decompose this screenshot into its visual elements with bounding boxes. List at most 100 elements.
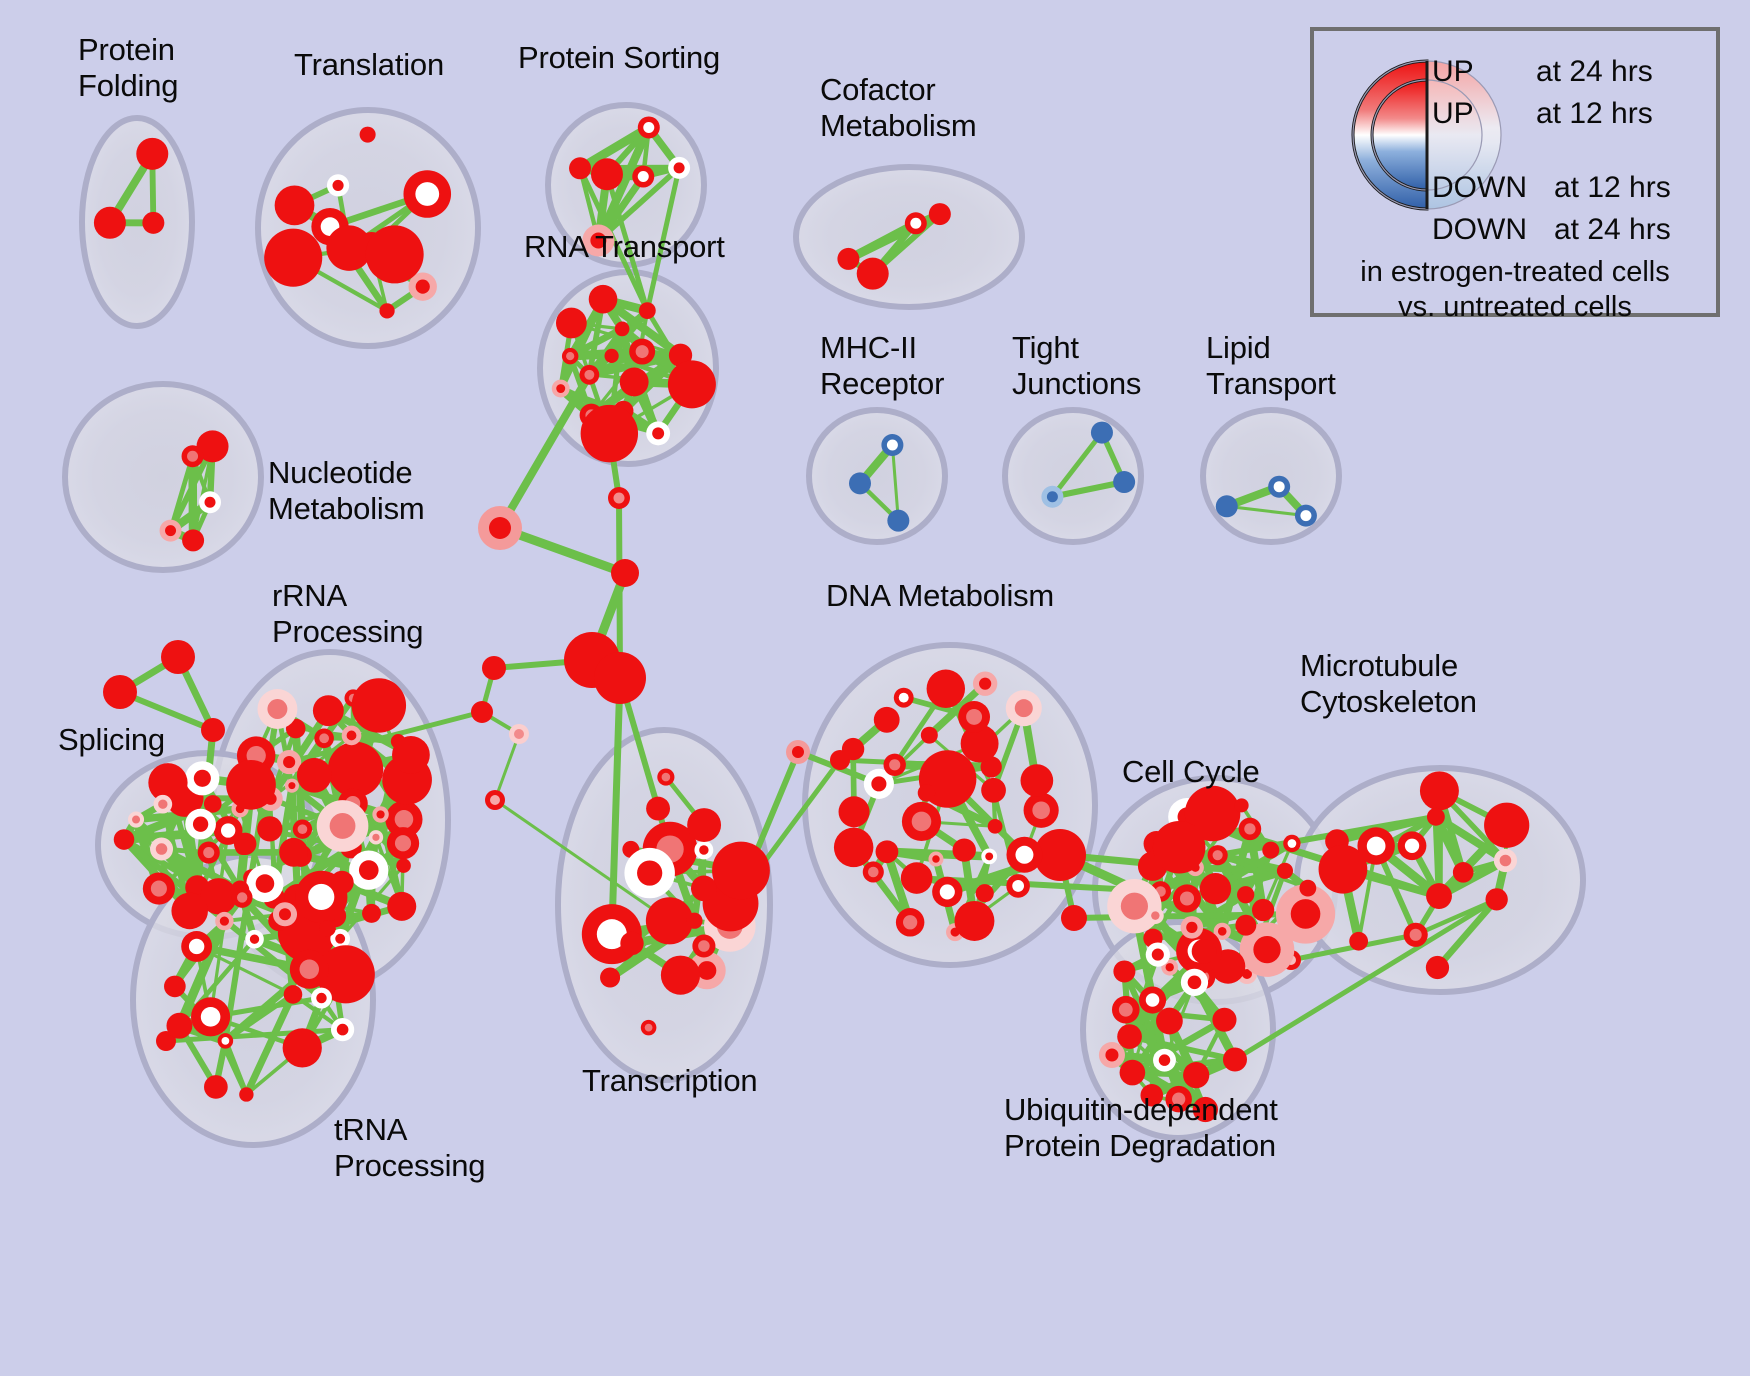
network-node (182, 529, 205, 552)
network-node (579, 364, 600, 385)
cluster-label-cell-cycle: Cell Cycle (1122, 754, 1260, 789)
network-node (660, 955, 701, 995)
network-node (694, 840, 714, 860)
network-edge (1055, 850, 1272, 955)
legend-footer-line-2: vs. untreated cells (1398, 291, 1632, 323)
network-edge (495, 523, 630, 578)
network-node (478, 506, 522, 550)
network-node (1172, 884, 1202, 913)
network-node (1484, 802, 1530, 848)
network-node (372, 806, 389, 823)
cluster-hull-cofactor-metabolism (793, 164, 1025, 310)
network-edge (163, 1027, 346, 1044)
network-edge (1225, 504, 1308, 518)
network-node (551, 379, 570, 398)
network-node (1098, 1041, 1125, 1069)
network-node (164, 975, 186, 998)
network-node (972, 671, 998, 696)
network-node (932, 876, 963, 908)
network-node (204, 1075, 228, 1099)
network-node (614, 321, 630, 337)
network-node (1275, 884, 1336, 944)
network-node (136, 137, 169, 170)
network-node (600, 967, 621, 988)
cluster-label-transcription: Transcription (582, 1063, 758, 1098)
network-node (283, 985, 303, 1004)
network-node (981, 777, 1006, 803)
network-node (611, 559, 639, 587)
network-node (509, 724, 529, 744)
network-node (980, 756, 1002, 778)
cluster-hull-mhc-ii-receptor (806, 407, 948, 545)
network-node (958, 700, 991, 733)
network-node (156, 1031, 176, 1051)
network-node (113, 829, 135, 850)
network-node (200, 878, 237, 915)
cluster-label-translation: Translation (294, 47, 444, 82)
network-edge (1128, 1056, 1239, 1077)
network-node (895, 908, 925, 937)
network-node (403, 170, 452, 218)
network-node (277, 749, 302, 775)
network-edge (242, 990, 297, 1099)
network-node (667, 360, 716, 409)
cluster-label-ubiquitin-degradation: Ubiquitin-dependent Protein Degradation (1004, 1092, 1278, 1163)
network-node (604, 348, 619, 363)
network-node (274, 185, 315, 226)
network-edge (566, 351, 684, 360)
network-node (482, 656, 506, 680)
network-node (1294, 504, 1317, 527)
network-node (1426, 807, 1445, 826)
network-node (1023, 792, 1059, 828)
network-node (841, 737, 865, 761)
network-node (1020, 764, 1054, 797)
network-node (272, 902, 298, 927)
network-node (1357, 827, 1395, 865)
legend-state-2: DOWN (1432, 171, 1527, 204)
network-node (1191, 938, 1217, 964)
network-node (150, 837, 174, 861)
network-node (594, 652, 646, 704)
cluster-label-dna-metabolism: DNA Metabolism (826, 578, 1055, 613)
network-edge (493, 732, 521, 802)
network-node (1152, 820, 1206, 874)
legend-ring-diagram (1351, 59, 1502, 211)
network-node (1165, 1085, 1192, 1113)
cluster-label-rna-transport: RNA Transport (524, 229, 725, 264)
network-node (928, 203, 951, 226)
network-edge (566, 325, 626, 360)
network-node (239, 1087, 254, 1102)
network-node (1318, 844, 1368, 894)
network-edge (1215, 853, 1310, 891)
network-node (471, 701, 493, 723)
network-node (1183, 1061, 1210, 1089)
network-node (960, 724, 999, 763)
network-node (928, 851, 944, 867)
network-edge (266, 707, 332, 803)
network-node (1117, 1024, 1142, 1049)
network-node (93, 206, 126, 239)
network-node (632, 165, 655, 188)
network-node (1113, 960, 1136, 983)
network-node (128, 811, 145, 828)
network-node (1299, 879, 1317, 897)
network-node (217, 1033, 234, 1049)
network-edge (1432, 813, 1443, 900)
network-node (1493, 848, 1518, 873)
network-node (392, 736, 430, 774)
network-node (1239, 922, 1295, 977)
network-node (873, 706, 900, 733)
network-node (1006, 836, 1043, 873)
network-node (181, 445, 204, 468)
network-node (330, 928, 351, 949)
network-node (231, 887, 253, 908)
network-node (1006, 874, 1030, 898)
network-node (359, 126, 376, 143)
network-node (875, 840, 899, 864)
network-node (645, 897, 694, 945)
network-node (887, 509, 910, 532)
network-node (1237, 886, 1255, 904)
network-node (619, 367, 649, 397)
network-edge (1049, 478, 1128, 500)
